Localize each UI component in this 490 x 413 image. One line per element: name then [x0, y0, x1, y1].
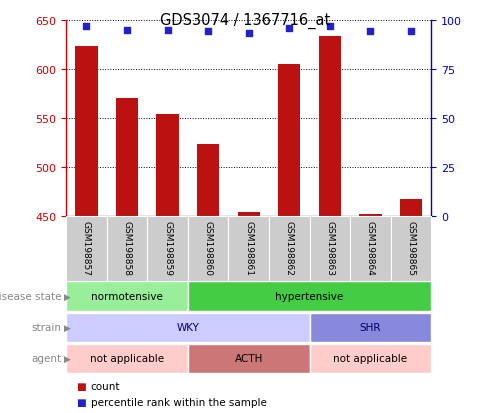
Point [407, 29, 415, 36]
Point [164, 27, 171, 34]
Text: agent: agent [31, 353, 61, 363]
Text: GSM198861: GSM198861 [244, 220, 253, 275]
Point [285, 25, 293, 32]
Bar [310, 344, 431, 373]
Bar [188, 217, 228, 281]
Bar [188, 282, 431, 311]
Text: ▶: ▶ [64, 323, 71, 332]
Text: ▶: ▶ [64, 292, 71, 301]
Text: GSM198865: GSM198865 [406, 220, 416, 275]
Bar [310, 313, 431, 342]
Bar [116, 99, 138, 217]
Text: not applicable: not applicable [90, 353, 164, 363]
Text: ■: ■ [76, 381, 86, 391]
Bar [269, 217, 310, 281]
Bar [359, 215, 382, 217]
Text: hypertensive: hypertensive [275, 291, 343, 301]
Bar [147, 217, 188, 281]
Bar [107, 217, 147, 281]
Text: not applicable: not applicable [333, 353, 407, 363]
Text: disease state: disease state [0, 291, 61, 301]
Bar [391, 217, 431, 281]
Point [82, 23, 90, 30]
Point [326, 23, 334, 30]
Text: WKY: WKY [176, 322, 199, 332]
Text: ACTH: ACTH [235, 353, 263, 363]
Text: GSM198862: GSM198862 [285, 220, 294, 275]
Bar [318, 37, 341, 217]
Bar [310, 217, 350, 281]
Point [245, 31, 253, 38]
Bar [350, 217, 391, 281]
Point [123, 27, 131, 34]
Bar [66, 313, 310, 342]
Text: GSM198858: GSM198858 [122, 220, 131, 275]
Text: normotensive: normotensive [91, 291, 163, 301]
Text: ▶: ▶ [64, 354, 71, 363]
Text: SHR: SHR [360, 322, 381, 332]
Text: GSM198863: GSM198863 [325, 220, 334, 275]
Bar [156, 115, 179, 217]
Point [204, 29, 212, 36]
Bar [228, 217, 269, 281]
Bar [66, 344, 188, 373]
Text: GSM198864: GSM198864 [366, 220, 375, 275]
Bar [400, 199, 422, 217]
Text: GSM198860: GSM198860 [204, 220, 213, 275]
Text: ■: ■ [76, 397, 86, 407]
Text: count: count [91, 381, 120, 391]
Text: strain: strain [31, 322, 61, 332]
Bar [75, 47, 98, 217]
Text: GSM198859: GSM198859 [163, 220, 172, 275]
Bar [66, 217, 107, 281]
Bar [238, 213, 260, 217]
Bar [197, 144, 219, 217]
Bar [66, 282, 188, 311]
Bar [188, 344, 310, 373]
Text: GDS3074 / 1367716_at: GDS3074 / 1367716_at [160, 12, 330, 28]
Text: GSM198857: GSM198857 [82, 220, 91, 275]
Bar [278, 65, 300, 217]
Text: percentile rank within the sample: percentile rank within the sample [91, 397, 267, 407]
Point [367, 29, 374, 36]
